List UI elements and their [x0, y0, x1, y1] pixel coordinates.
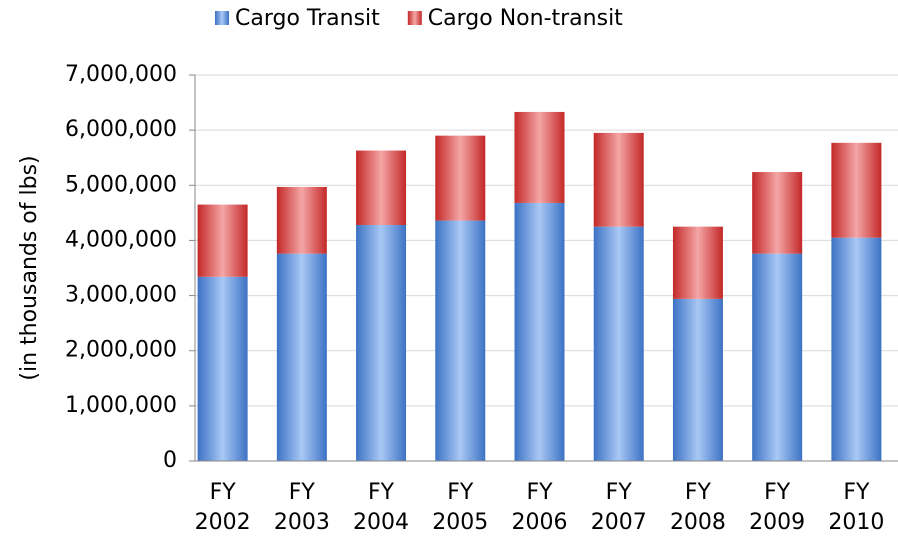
bar-segment — [197, 276, 248, 461]
bar-segment — [356, 150, 407, 225]
y-tick-label: 4,000,000 — [65, 227, 177, 252]
bar-segment — [435, 135, 486, 221]
y-tick-label: 0 — [163, 448, 177, 473]
bar-segment — [276, 186, 327, 254]
x-tick-label: FY 2008 — [669, 480, 726, 535]
bar-segment — [752, 172, 803, 254]
legend-swatch — [215, 11, 229, 25]
bar-segment — [831, 237, 882, 461]
y-tick-label: 3,000,000 — [65, 283, 177, 308]
bar-segment — [672, 298, 723, 461]
bar-segment — [514, 111, 565, 203]
x-tick-label: FY 2009 — [749, 480, 806, 535]
bar-segment — [197, 204, 248, 277]
bar-segment — [435, 220, 486, 461]
x-tick-label: FY 2006 — [511, 480, 568, 535]
bar-segment — [276, 253, 327, 461]
x-tick-label: FY 2003 — [273, 480, 330, 535]
bar-segment — [672, 226, 723, 299]
legend-label: Cargo Non-transit — [428, 6, 623, 31]
bar-segment — [752, 253, 803, 461]
y-tick-label: 7,000,000 — [65, 62, 177, 87]
bar-segment — [514, 202, 565, 461]
bar-segment — [593, 132, 644, 227]
x-tick-label: FY 2005 — [432, 480, 489, 535]
bar-segment — [593, 226, 644, 461]
legend-swatch — [407, 11, 422, 25]
x-tick-label: FY 2010 — [828, 480, 885, 535]
x-tick-label: FY 2004 — [353, 480, 410, 535]
y-tick-label: 5,000,000 — [65, 172, 177, 197]
y-axis-title: (in thousands of lbs) — [17, 155, 42, 380]
y-tick-label: 2,000,000 — [65, 338, 177, 363]
y-tick-label: 6,000,000 — [65, 117, 177, 142]
legend-label: Cargo Transit — [235, 6, 380, 31]
x-tick-label: FY 2007 — [590, 480, 647, 535]
bar-segment — [356, 224, 407, 461]
bar-segment — [831, 142, 882, 238]
x-tick-label: FY 2002 — [194, 480, 251, 535]
y-tick-label: 1,000,000 — [65, 393, 177, 418]
